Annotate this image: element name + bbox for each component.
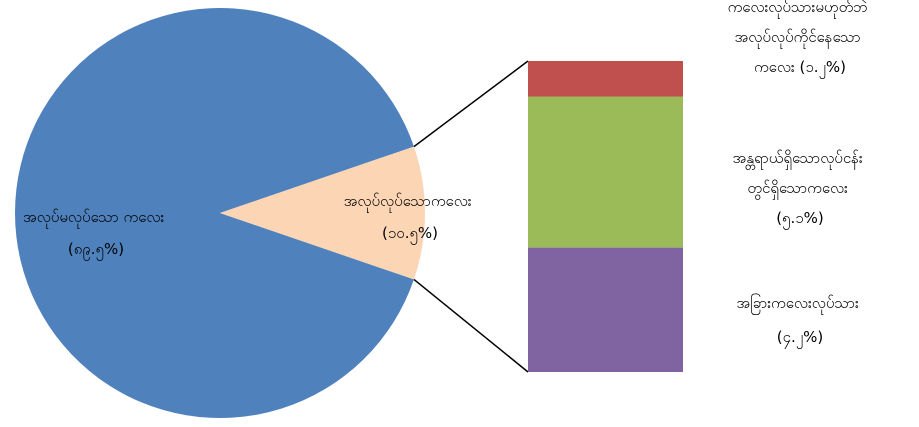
slice-label-working: အလုပ်လုပ်သောကလေး (၁၀.၅%) bbox=[344, 192, 477, 245]
slice-label-not-working-text: အလုပ်မလုပ်သော ကလေး bbox=[23, 208, 164, 229]
segment-label-other-child-labour: အခြားကလေးလုပ်သား (၄.၂%) bbox=[736, 293, 863, 349]
slice-label-not-working: အလုပ်မလုပ်သော ကလေး (၈၉.၅%) bbox=[23, 208, 169, 261]
slice-value-not-working: (၈၉.၅%) bbox=[68, 240, 124, 261]
segment-label-hazardous-line1: အန္တရာယ်ရှိသောလုပ်ငန်း bbox=[733, 149, 863, 170]
stacked-bar bbox=[528, 61, 683, 372]
pie-slice-working bbox=[220, 146, 426, 280]
connector-line-top bbox=[413, 60, 529, 148]
segment-label-other-line2: (၄.၂%) bbox=[777, 328, 824, 349]
pie-slice-not-working bbox=[15, 7, 414, 419]
connector-line-bottom bbox=[413, 278, 529, 373]
segment-label-other-line1: အခြားကလေးလုပ်သား bbox=[736, 293, 859, 315]
segment-label-notlabour-line1: ကလေးလုပ်သားမဟုတ်ဘဲ bbox=[728, 0, 868, 19]
slice-label-working-text: အလုပ်လုပ်သောကလေး bbox=[344, 192, 472, 213]
pie-chart bbox=[15, 7, 426, 419]
connector-lines bbox=[413, 60, 529, 373]
bar-segment-0 bbox=[528, 247, 683, 372]
segment-label-hazardous-line2: တွင်ရှိသောကလေး bbox=[747, 179, 848, 200]
segment-label-hazardous-line3: (၅.၁%) bbox=[776, 209, 824, 230]
segment-label-working-not-labour: ကလေးလုပ်သားမဟုတ်ဘဲ အလုပ်လုပ်ကိုင်နေသော က… bbox=[728, 0, 873, 79]
bar-segment-1 bbox=[528, 96, 683, 248]
segment-label-notlabour-line3: ကလေး (၁.၂%) bbox=[754, 58, 846, 79]
bar-segment-2 bbox=[528, 61, 683, 97]
segment-label-hazardous-work: အန္တရာယ်ရှိသောလုပ်ငန်း တွင်ရှိသောကလေး (၅… bbox=[733, 149, 868, 230]
slice-value-working: (၁၀.၅%) bbox=[382, 224, 438, 245]
segment-label-notlabour-line2: အလုပ်လုပ်ကိုင်နေသော bbox=[735, 28, 861, 49]
